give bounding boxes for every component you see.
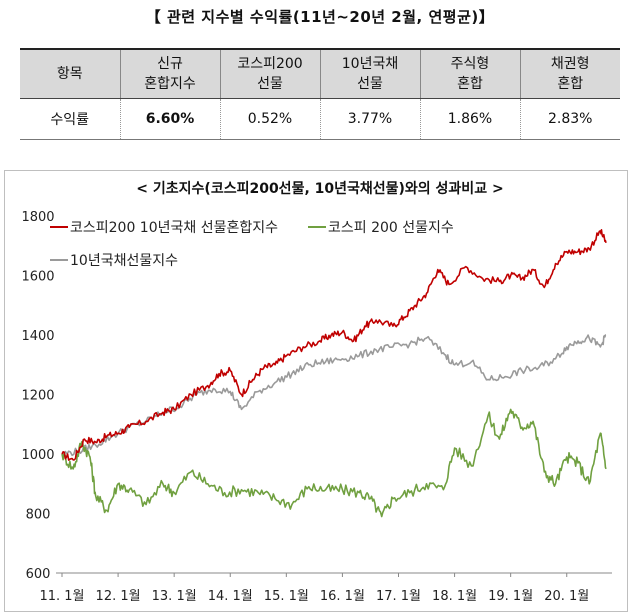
cell-value-4: 1.86% <box>419 98 520 140</box>
x-tick-label: 18. 1월 <box>432 589 477 604</box>
x-tick-label: 15. 1월 <box>264 589 309 604</box>
cell-value-1: 6.60% <box>119 98 220 140</box>
header-item: 항목 <box>20 48 120 99</box>
y-tick-label: 1400 <box>21 329 54 344</box>
series-line-2 <box>61 408 607 518</box>
series-line-1 <box>61 229 607 461</box>
y-tick-label: 1000 <box>21 448 54 463</box>
legend-label-2: 코스피 200 선물지수 <box>328 220 454 236</box>
cell-value-5: 2.83% <box>519 98 620 140</box>
x-tick-label: 12. 1월 <box>96 589 141 604</box>
row-label: 수익률 <box>20 98 120 140</box>
cell-value-2: 0.52% <box>219 98 320 140</box>
y-tick-label: 600 <box>26 567 51 582</box>
chart-frame <box>4 170 628 612</box>
legend-label-3: 10년국채선물지수 <box>70 253 178 269</box>
series-line-3 <box>61 334 607 457</box>
header-col-3: 10년국채 선물 <box>319 48 420 99</box>
chart-title: < 기초지수(코스피200선물, 10년국채선물)와의 성과비교 > <box>136 180 503 197</box>
header-col-1: 신규 혼합지수 <box>119 48 220 99</box>
table-header-row: 항목 신규 혼합지수 코스피200 선물 10년국채 선물 주식형 혼합 채권형 혼합 <box>20 48 620 99</box>
x-tick-label: 14. 1월 <box>208 589 253 604</box>
y-tick-label: 1600 <box>21 270 54 285</box>
header-col-5: 채권형 혼합 <box>519 48 620 99</box>
y-tick-label: 800 <box>26 508 51 523</box>
legend-label-1: 코스피200 10년국채 선물혼합지수 <box>70 220 278 236</box>
cell-value-3: 3.77% <box>319 98 420 140</box>
header-col-4: 주식형 혼합 <box>419 48 520 99</box>
x-tick-label: 16. 1월 <box>320 589 365 604</box>
returns-table: 항목 신규 혼합지수 코스피200 선물 10년국채 선물 주식형 혼합 채권형 혼합 수… <box>20 48 620 140</box>
header-col-2: 코스피200 선물 <box>219 48 320 99</box>
x-tick-label: 17. 1월 <box>376 589 421 604</box>
y-tick-label: 1800 <box>21 210 54 225</box>
x-tick-label: 11. 1월 <box>39 589 84 604</box>
y-tick-label: 1200 <box>21 389 54 404</box>
x-tick-label: 19. 1월 <box>488 589 533 604</box>
x-tick-label: 20. 1월 <box>544 589 589 604</box>
page-title: 【 관련 지수별 수익률(11년~20년 2월, 연평균)】 <box>145 8 495 26</box>
table-row: 수익률 6.60% 0.52% 3.77% 1.86% 2.83% <box>20 98 620 140</box>
x-tick-label: 13. 1월 <box>152 589 197 604</box>
